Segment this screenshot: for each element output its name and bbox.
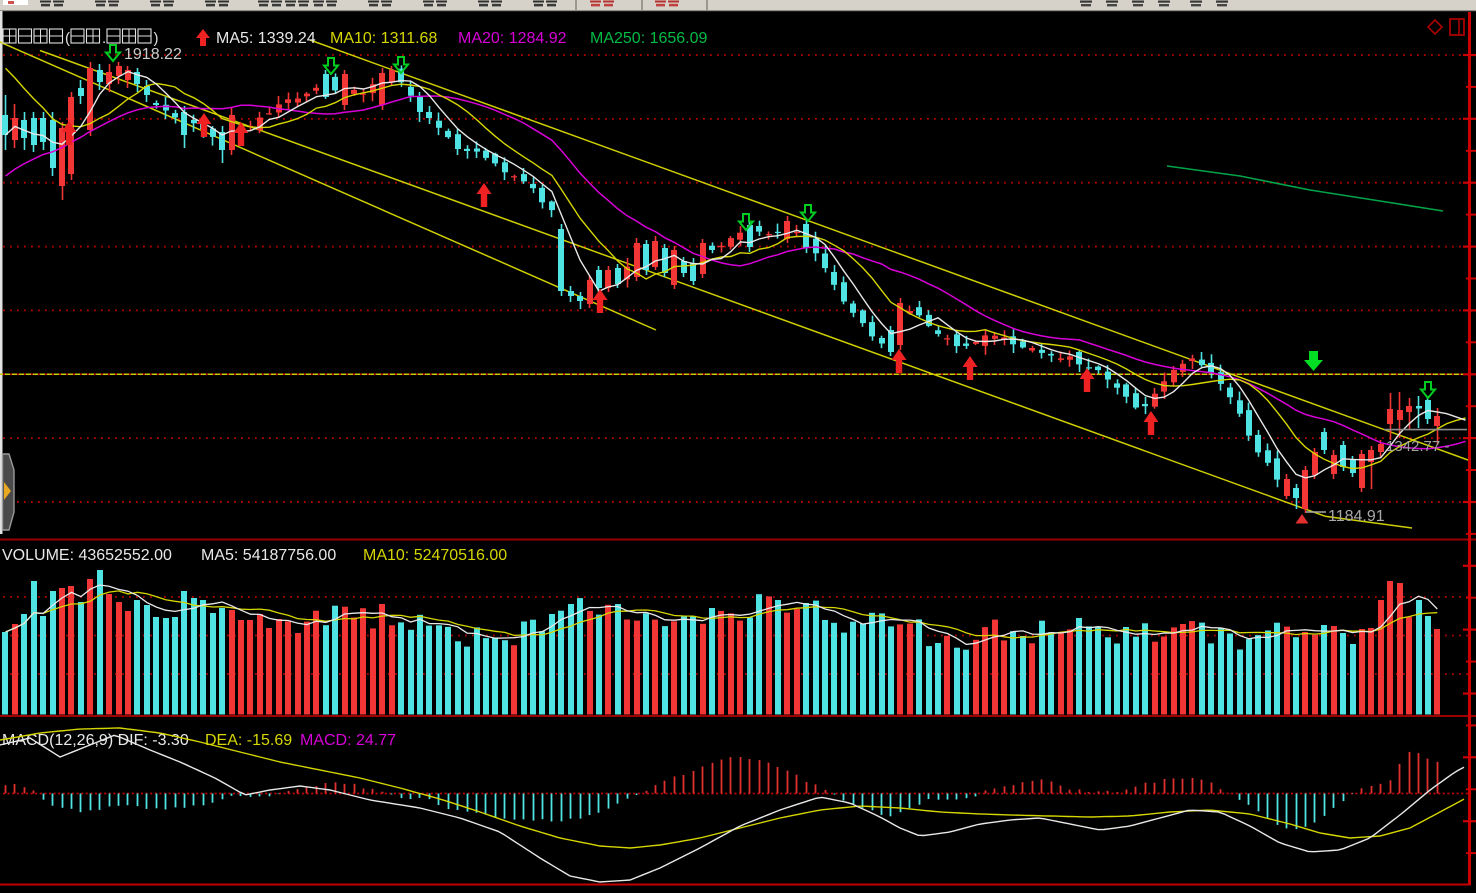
svg-text:1342.77 -: 1342.77 - xyxy=(1386,438,1449,455)
svg-text:): ) xyxy=(154,30,159,47)
svg-text:1918.22: 1918.22 xyxy=(124,46,182,63)
svg-text:1184.91: 1184.91 xyxy=(1328,508,1385,525)
svg-text:MACD: 24.77: MACD: 24.77 xyxy=(300,732,396,749)
svg-text:(: ( xyxy=(65,30,70,47)
svg-text:MA10: 52470516.00: MA10: 52470516.00 xyxy=(363,547,507,564)
svg-text:MA5: 54187756.00: MA5: 54187756.00 xyxy=(201,547,336,564)
svg-text:MA10: 1311.68: MA10: 1311.68 xyxy=(330,30,437,47)
svg-text:MA20: 1284.92: MA20: 1284.92 xyxy=(458,30,567,47)
svg-text:MA250: 1656.09: MA250: 1656.09 xyxy=(590,30,708,47)
svg-text:MA5: 1339.24: MA5: 1339.24 xyxy=(216,30,316,47)
svg-text:VOLUME: 43652552.00: VOLUME: 43652552.00 xyxy=(2,547,172,564)
svg-text:MACD(12,26,9) DIF: -3.30: MACD(12,26,9) DIF: -3.30 xyxy=(2,732,189,749)
svg-text:DEA: -15.69: DEA: -15.69 xyxy=(205,732,292,749)
svg-text:.: . xyxy=(102,30,106,47)
